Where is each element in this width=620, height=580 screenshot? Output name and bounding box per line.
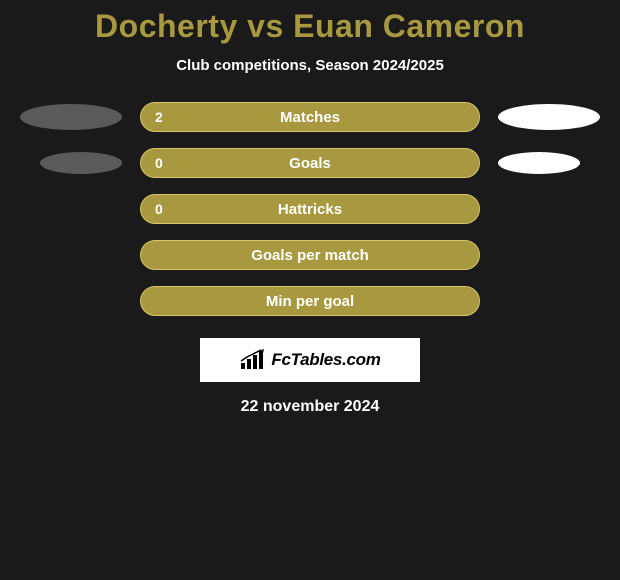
stat-label: Goals (141, 155, 479, 172)
spacer (498, 255, 600, 256)
bar-chart-icon (239, 349, 265, 371)
stat-bar: 0Hattricks (140, 194, 480, 224)
stat-label: Min per goal (141, 293, 479, 310)
stat-row: 0Hattricks (0, 194, 620, 224)
stat-value: 0 (155, 155, 163, 171)
subtitle: Club competitions, Season 2024/2025 (0, 57, 620, 74)
comparison-container: Docherty vs Euan Cameron Club competitio… (0, 0, 620, 416)
stat-label: Goals per match (141, 247, 479, 264)
stats-list: 2Matches0Goals0HattricksGoals per matchM… (0, 102, 620, 316)
spacer (498, 301, 600, 302)
left-ellipse (40, 152, 122, 174)
stat-bar: 2Matches (140, 102, 480, 132)
stat-label: Hattricks (141, 201, 479, 218)
stat-row: 0Goals (0, 148, 620, 178)
spacer (20, 209, 122, 210)
stat-row: Min per goal (0, 286, 620, 316)
spacer (20, 255, 122, 256)
stat-value: 0 (155, 201, 163, 217)
left-ellipse (20, 104, 122, 130)
stat-row: Goals per match (0, 240, 620, 270)
right-ellipse (498, 104, 600, 130)
date-label: 22 november 2024 (0, 398, 620, 416)
logo-text: FcTables.com (271, 350, 380, 370)
stat-label: Matches (141, 109, 479, 126)
spacer (498, 209, 600, 210)
page-title: Docherty vs Euan Cameron (0, 8, 620, 45)
stat-bar: Goals per match (140, 240, 480, 270)
right-ellipse (498, 152, 580, 174)
stat-bar: Min per goal (140, 286, 480, 316)
stat-value: 2 (155, 109, 163, 125)
spacer (20, 301, 122, 302)
stat-bar: 0Goals (140, 148, 480, 178)
logo-box: FcTables.com (200, 338, 420, 382)
stat-row: 2Matches (0, 102, 620, 132)
